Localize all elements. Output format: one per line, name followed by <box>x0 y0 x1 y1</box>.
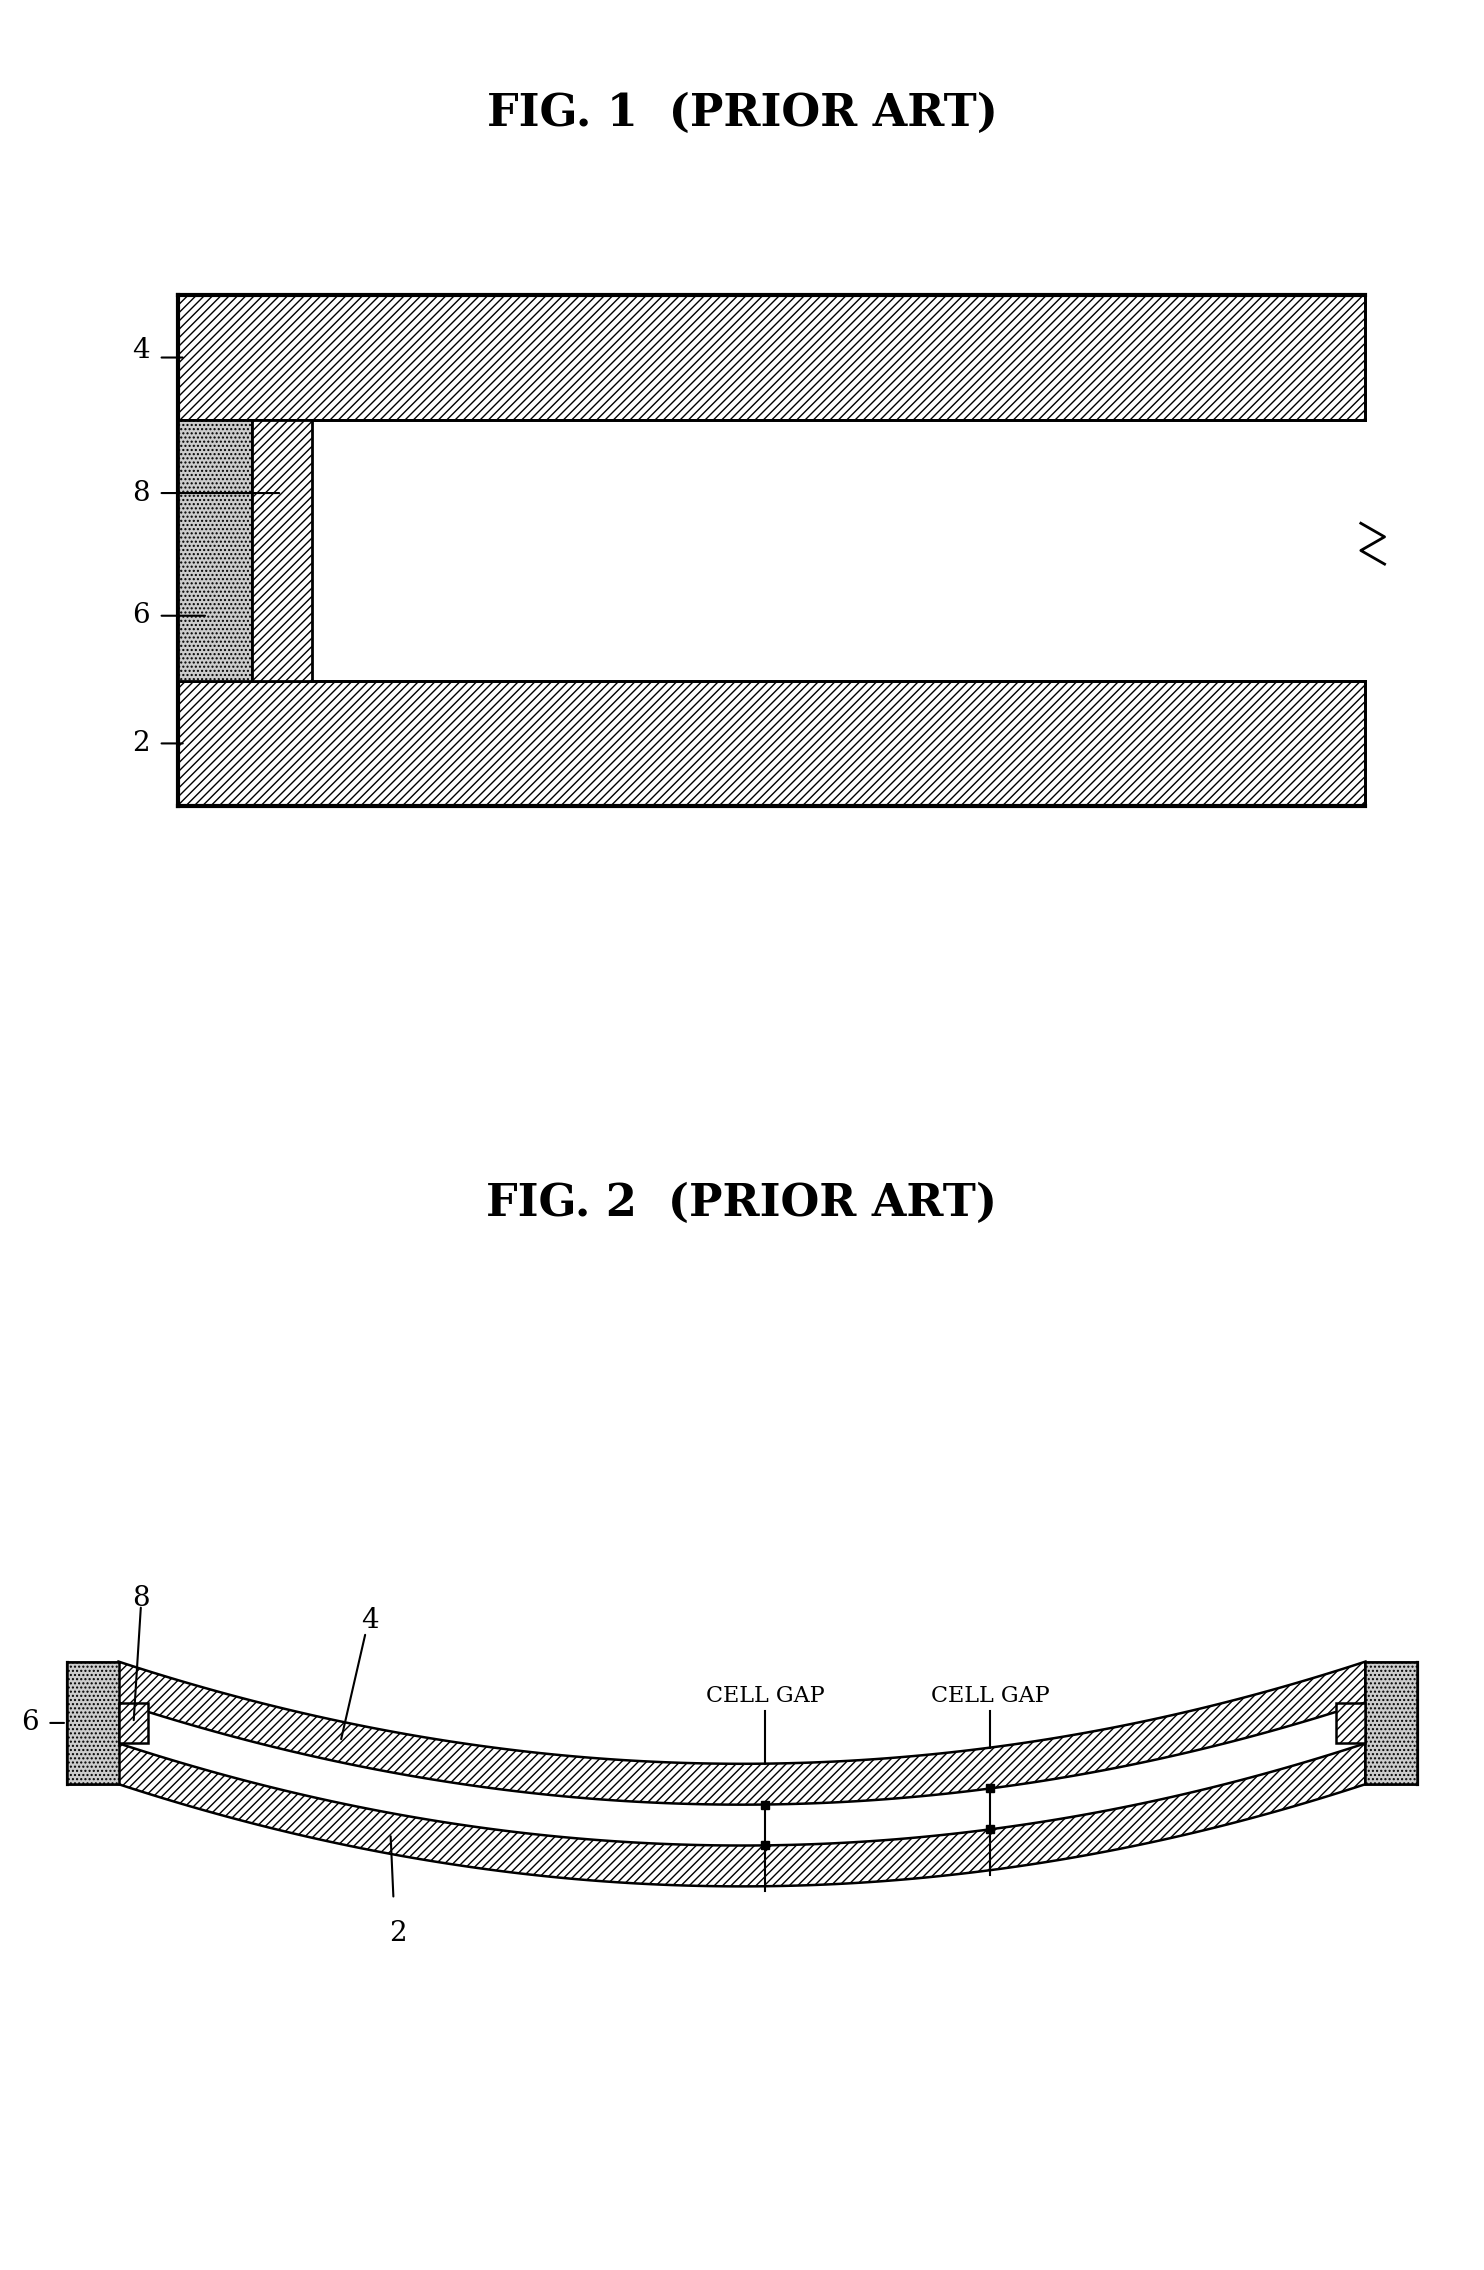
Polygon shape <box>119 1743 1365 1886</box>
Bar <box>252 420 312 681</box>
Text: 6: 6 <box>21 1709 39 1737</box>
Text: FIG. 1  (PRIOR ART): FIG. 1 (PRIOR ART) <box>487 93 997 134</box>
Bar <box>67 1662 119 1784</box>
Text: 2: 2 <box>389 1920 407 1948</box>
Text: FIG. 2  (PRIOR ART): FIG. 2 (PRIOR ART) <box>487 1183 997 1224</box>
Text: CELL GAP: CELL GAP <box>930 1684 1049 1707</box>
Text: 8: 8 <box>132 1584 150 1612</box>
Text: 4: 4 <box>362 1607 378 1634</box>
Text: 4: 4 <box>132 338 150 363</box>
Bar <box>178 420 252 681</box>
Bar <box>1365 1662 1417 1784</box>
Bar <box>119 1702 148 1743</box>
Bar <box>178 295 1365 420</box>
Polygon shape <box>119 1662 1365 1805</box>
Bar <box>178 681 1365 806</box>
Text: 8: 8 <box>132 479 150 506</box>
Text: CELL GAP: CELL GAP <box>706 1684 825 1707</box>
Text: 6: 6 <box>132 602 150 629</box>
Text: 2: 2 <box>132 731 150 756</box>
Bar <box>1336 1702 1365 1743</box>
